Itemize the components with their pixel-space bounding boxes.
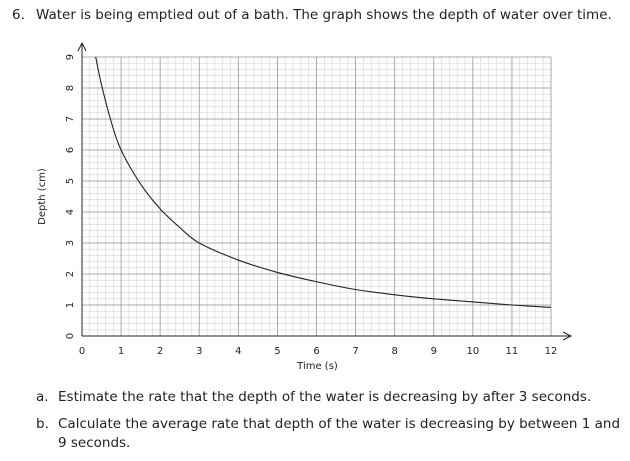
parts: a. Estimate the rate that the depth of th… <box>36 388 626 461</box>
curve <box>95 56 552 309</box>
y-tick-label: 0 <box>65 333 76 339</box>
x-tick-label: 5 <box>274 346 280 357</box>
x-tick-label: 11 <box>506 346 519 357</box>
part-text: Calculate the average rate that depth of… <box>58 416 621 451</box>
x-axis-label: Time (s) <box>296 361 338 372</box>
x-tick-label: 7 <box>352 346 358 357</box>
y-tick-label: 7 <box>65 116 76 122</box>
y-tick-label: 9 <box>65 54 76 60</box>
y-tick-label: 3 <box>65 240 76 246</box>
y-tick-label: 2 <box>65 271 76 277</box>
x-tick-label: 0 <box>79 346 85 357</box>
part-label: b. <box>36 416 49 432</box>
question-text: Water is being emptied out of a bath. Th… <box>36 7 612 23</box>
x-tick-label: 12 <box>545 346 558 357</box>
x-tick-label: 6 <box>313 346 319 357</box>
part: b. Calculate the average rate that depth … <box>36 415 626 453</box>
y-tick-label: 6 <box>65 147 76 153</box>
part: a. Estimate the rate that the depth of th… <box>36 388 626 407</box>
question-number: 6. <box>12 7 25 23</box>
x-tick-label: 1 <box>118 346 124 357</box>
question: 6. Water is being emptied out of a bath. … <box>12 7 612 23</box>
y-tick-label: 4 <box>65 209 76 215</box>
x-tick-label: 10 <box>466 346 479 357</box>
part-label: a. <box>36 389 49 405</box>
x-tick-label: 2 <box>157 346 163 357</box>
x-tick-label: 4 <box>235 346 241 357</box>
x-tick-label: 9 <box>431 346 437 357</box>
x-tick-label: 3 <box>196 346 202 357</box>
y-tick-label: 1 <box>65 302 76 308</box>
part-text: Estimate the rate that the depth of the … <box>58 389 592 405</box>
y-tick-label: 8 <box>65 85 76 91</box>
y-axis-label: Depth (cm) <box>37 168 48 225</box>
y-tick-label: 5 <box>65 178 76 184</box>
x-tick-label: 8 <box>391 346 397 357</box>
